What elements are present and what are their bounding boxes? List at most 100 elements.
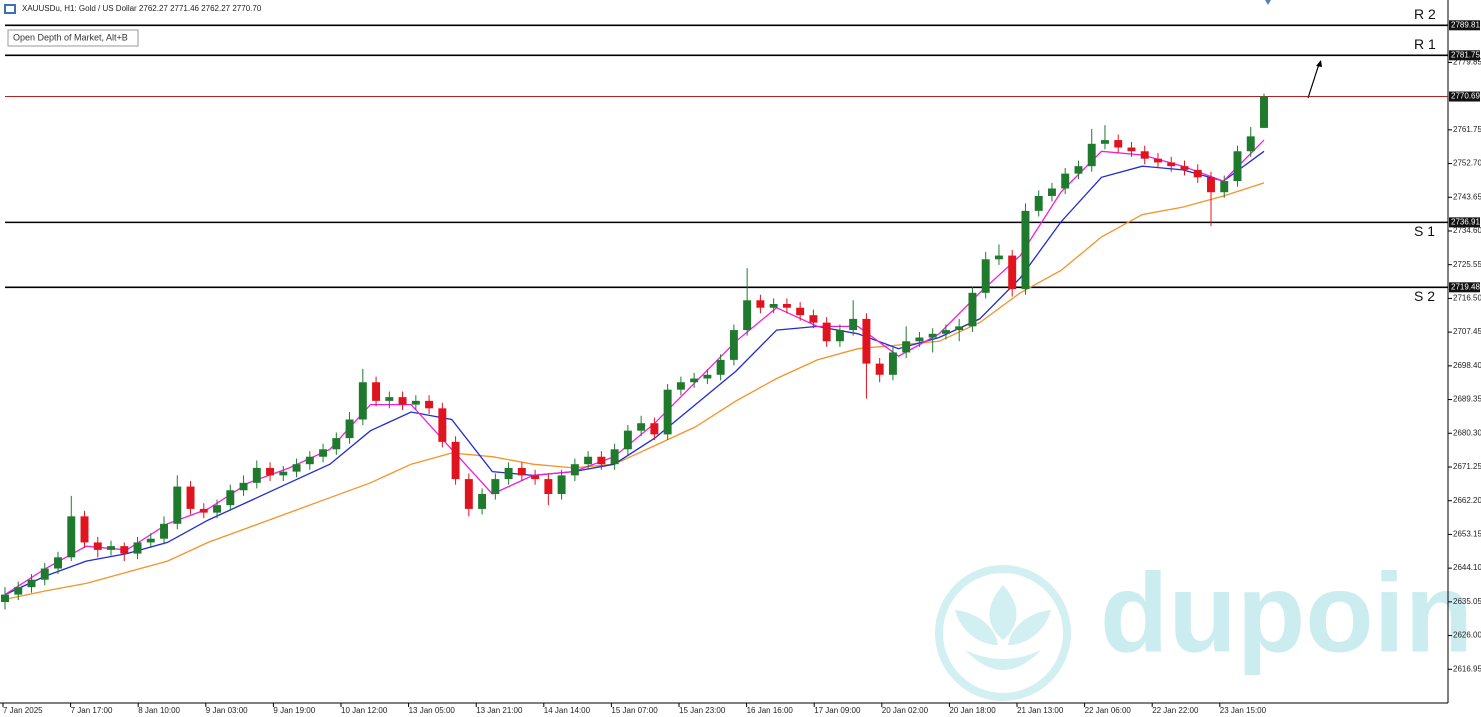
button-label[interactable]: Open Depth of Market, Alt+B [13,32,128,42]
candle-body [584,456,593,465]
x-tick-label: 20 Jan 18:00 [949,706,996,715]
x-tick-label: 14 Jan 14:00 [544,706,591,715]
x-tick-label: 23 Jan 15:00 [1220,706,1267,715]
x-tick-label: 16 Jan 16:00 [747,706,794,715]
candle-body [637,423,646,431]
candle-body [411,400,420,405]
candle-body [239,482,248,491]
arrow-line [1307,63,1320,99]
price-box [1449,91,1480,102]
candle-body [173,486,182,524]
candle-body [796,307,805,316]
level-price-box [1449,282,1480,293]
candle-body [875,363,884,375]
x-tick-label: 10 Jan 12:00 [341,706,388,715]
candle-body [1154,158,1162,163]
price-label: 2770.69 [1451,92,1480,101]
candle-body [1061,173,1070,189]
x-tick-label: 22 Jan 22:00 [1152,706,1199,715]
y-tick-label: 2671.25 [1453,462,1481,471]
candle-body [822,322,831,342]
candle-body [676,382,685,390]
candle-body [451,441,460,480]
candle-body [981,259,990,293]
candle-body [862,318,871,364]
candle-body [663,389,672,435]
candle-body [941,330,950,334]
candle-body [703,374,712,379]
candle-body [915,337,924,342]
y-tick-label: 2752.70 [1453,159,1481,168]
candle-body [968,292,977,327]
candle-body [1114,140,1123,148]
y-tick-label: 2635.05 [1453,597,1481,606]
y-tick-label: 2761.75 [1453,125,1481,134]
candle-body [1140,151,1149,159]
level-name: R 2 [1414,6,1436,22]
candle-body [266,467,275,476]
candle-body [1246,136,1255,152]
candle-body [994,255,1003,260]
candle-body [358,382,367,420]
y-tick-label: 2626.00 [1453,631,1481,640]
candle-body [690,378,699,383]
candle-body [743,300,752,331]
level-price-box [1449,217,1480,228]
candle-body [902,341,911,353]
x-tick-label: 9 Jan 03:00 [206,706,248,715]
candle-body [478,494,487,509]
candle-body [1034,195,1043,211]
y-tick-label: 2698.40 [1453,361,1481,370]
candle-body [544,479,553,494]
candle-body [332,438,341,450]
candle-body [1207,177,1215,193]
y-tick-label: 2707.45 [1453,327,1481,336]
candle-body [504,467,513,480]
candle-body [213,505,222,513]
logo-leaf [1008,610,1051,645]
x-tick-label: 9 Jan 19:00 [273,706,315,715]
x-tick-label: 21 Jan 13:00 [1017,706,1064,715]
x-tick-label: 8 Jan 10:00 [138,706,180,715]
candle-body [888,352,897,375]
candle-body [67,516,76,558]
candle-body [716,359,725,375]
logo-ring [935,565,1071,701]
candle-body [279,471,288,476]
candle-body [438,408,447,442]
candle-body [372,382,381,401]
candle-body [1021,210,1030,290]
candle-body [650,423,659,435]
candle-body [1233,151,1242,182]
candle-body [40,568,49,580]
candle-body [1047,188,1056,196]
candle-body [319,449,328,457]
candle-body [1074,166,1083,174]
candle-body [1127,147,1136,152]
candle-body [1220,181,1229,193]
candle-body [120,546,129,554]
candle-body [107,546,115,550]
candle-body [769,304,778,308]
arrow-head [1316,60,1322,67]
candle-body [835,330,844,342]
candle-body [385,397,394,401]
candle-body [1,594,9,603]
moving-average-line [4,150,1265,596]
y-tick-label: 2743.65 [1453,192,1481,201]
candle-body [93,542,102,550]
y-tick-label: 2716.50 [1453,294,1481,303]
depth-of-market-button[interactable] [7,29,139,47]
candle-body [186,486,195,509]
y-tick-label: 2734.60 [1453,226,1481,235]
level-price-label: 2736.91 [1451,217,1480,226]
candle-body [928,333,937,338]
level-name: S 2 [1414,288,1435,304]
x-tick-label: 15 Jan 23:00 [679,706,726,715]
y-tick-label: 2779.85 [1453,58,1481,67]
moving-average-line [4,182,1265,601]
candle-body [1193,169,1202,178]
candle-body [14,587,23,595]
